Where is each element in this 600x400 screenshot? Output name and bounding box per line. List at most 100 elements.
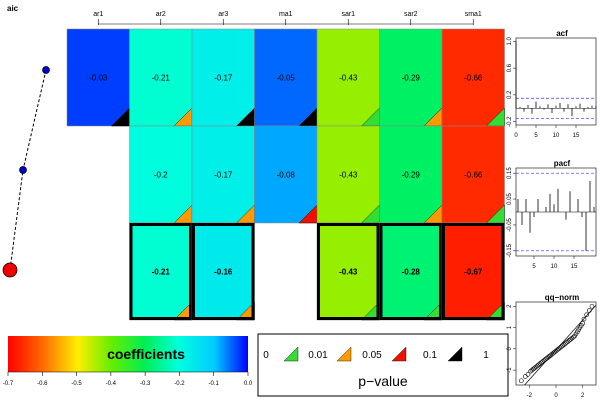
aic-point — [42, 66, 50, 74]
heatmap-column-label: sma1 — [465, 11, 482, 18]
heatmap-cell — [129, 125, 193, 224]
colorbar-tick-label: -0.5 — [71, 381, 82, 387]
pvalue-legend-label: 0 — [263, 350, 269, 361]
acf-panel: acf 0 5 10 15 -0.2 0.2 0.6 1.0 — [507, 29, 597, 139]
pacf-ytick-label: -0.05 — [507, 217, 513, 231]
heatmap-cell — [441, 222, 505, 321]
qq-ytick-label: 0 — [507, 346, 513, 350]
heatmap-cell-highlight — [192, 223, 255, 320]
pacf-ytick-label: -0.15 — [507, 243, 513, 257]
qq-point — [587, 308, 592, 313]
qq-reference-line — [524, 304, 596, 385]
pacf-xtick-label: 5 — [532, 264, 536, 270]
aic-title: aic — [7, 4, 19, 13]
heatmap-cell — [441, 125, 505, 224]
heatmap-cell-value: -0.17 — [214, 74, 233, 83]
heatmap-column-label: ma1 — [279, 11, 293, 18]
heatmap-cell — [129, 222, 193, 321]
heatmap-column-label: sar2 — [404, 11, 418, 18]
heatmap-cell-value: -0.21 — [152, 268, 171, 277]
aic-panel: aic — [2, 4, 50, 278]
heatmap-column-label: ar2 — [156, 11, 166, 18]
pacf-plot: 5 10 15 -0.15 -0.05 0.05 0.15 — [507, 167, 597, 270]
qq-point — [519, 378, 524, 384]
qq-point — [584, 312, 589, 318]
heatmap-cell — [66, 28, 130, 127]
pvalue-legend-label: 0.01 — [308, 350, 328, 361]
pacf-xtick-label: 10 — [551, 264, 558, 270]
acf-ytick-label: 0.6 — [507, 63, 513, 72]
acf-title: acf — [556, 29, 568, 38]
heatmap-cell-highlight — [317, 223, 380, 320]
colorbar-tick-label: -0.1 — [209, 381, 220, 387]
pacf-xtick-label: 15 — [571, 264, 578, 270]
pacf-title: pacf — [554, 159, 571, 168]
colorbar-ticks: -0.7 -0.6 -0.5 -0.4 -0.3 -0.2 -0.1 0.0 — [3, 371, 253, 387]
heatmap-column-labels: ar1 ar2 ar3 ma1 sar1 sar2 sma1 — [93, 11, 482, 25]
pvalue-legend-triangle — [391, 346, 407, 362]
qq-point — [523, 374, 528, 379]
acf-ytick-label: 1.0 — [507, 37, 513, 46]
heatmap-cell — [254, 125, 318, 224]
heatmap-cell-value: -0.28 — [402, 268, 421, 277]
heatmap-cell — [379, 125, 443, 224]
pvalue-legend-label: 0.1 — [423, 350, 437, 361]
qq-point — [571, 334, 576, 340]
heatmap-cell-value: -0.05 — [277, 74, 296, 83]
heatmap-cell-value: -0.43 — [339, 74, 358, 83]
acf-ytick-label: 0.2 — [507, 90, 513, 99]
heatmap-cell-value: -0.21 — [152, 74, 171, 83]
qq-point — [580, 320, 585, 326]
qq-title: qq−norm — [545, 293, 579, 302]
pacf-ytick-label: 0.15 — [507, 167, 513, 179]
qq-point — [525, 372, 531, 377]
aic-line — [9, 69, 47, 271]
heatmap-cell-value: -0.03 — [89, 74, 108, 83]
heatmap-cell — [191, 222, 255, 321]
acf-xtick-label: 5 — [534, 133, 538, 139]
pvalue-legend-triangle — [447, 346, 463, 362]
heatmap-cell — [254, 28, 318, 127]
heatmap-column-label: ar3 — [218, 11, 228, 18]
heatmap-cell-highlight — [129, 223, 192, 320]
heatmap-cell-value: -0.43 — [339, 171, 358, 180]
heatmap-cell-value: -0.08 — [277, 171, 296, 180]
heatmap-column-label: ar1 — [93, 11, 103, 18]
heatmap-cell — [316, 222, 380, 321]
pacf-panel: pacf 5 10 15 -0.15 -0.05 0.05 0.15 — [507, 159, 597, 270]
heatmap-cell-value: -0.29 — [402, 74, 421, 83]
heatmap-cell-value: -0.43 — [339, 268, 358, 277]
pvalue-legend-triangle — [283, 346, 299, 362]
pvalue-legend-label: 0.05 — [362, 350, 382, 361]
colorbar-tick-label: -0.3 — [140, 381, 151, 387]
colorbar-gradient — [8, 336, 248, 372]
qq-ytick-label: 2 — [507, 304, 513, 308]
pvalue-legend-title: p−value — [358, 373, 408, 389]
pvalue-legend-triangle — [336, 346, 352, 362]
coefficient-heatmap: ar1 ar2 ar3 ma1 sar1 sar2 sma1 -0.03 -0.21 -0.17… — [66, 11, 505, 321]
qq-xtick-label: 2 — [581, 393, 585, 399]
pvalue-legend: 0 0.01 0.05 0.1 1 p−value — [257, 333, 509, 397]
heatmap-cell — [191, 28, 255, 127]
pvalue-legend-box — [257, 333, 509, 397]
colorbar-tick-label: -0.4 — [106, 381, 117, 387]
heatmap-cell-value: -0.16 — [214, 268, 233, 277]
qq-plot: -2 0 2 -1 0 1 2 — [507, 301, 597, 399]
heatmap-cell-highlight — [379, 223, 442, 320]
qq-point — [581, 316, 587, 322]
heatmap-cells: -0.03 -0.21 -0.17 -0.05 -0.43 -0.29 -0.66 -0.2 -… — [66, 28, 505, 321]
heatmap-cell-value: -0.17 — [214, 171, 233, 180]
qq-panel: qq−norm -2 0 2 -1 0 1 2 — [507, 293, 597, 399]
qq-xtick-label: -2 — [527, 393, 533, 399]
colorbar-label: coefficients — [107, 346, 185, 362]
acf-ytick-label: -0.2 — [507, 116, 513, 127]
colorbar-tick-label: -0.6 — [37, 381, 48, 387]
heatmap-cell-value: -0.66 — [464, 171, 483, 180]
pacf-ytick-label: 0.05 — [507, 193, 513, 205]
acf-xtick-label: 0 — [514, 133, 518, 139]
heatmap-cell — [441, 28, 505, 127]
acf-xtick-label: 15 — [573, 133, 580, 139]
qq-xtick-label: 0 — [554, 393, 558, 399]
aic-point — [19, 166, 27, 174]
